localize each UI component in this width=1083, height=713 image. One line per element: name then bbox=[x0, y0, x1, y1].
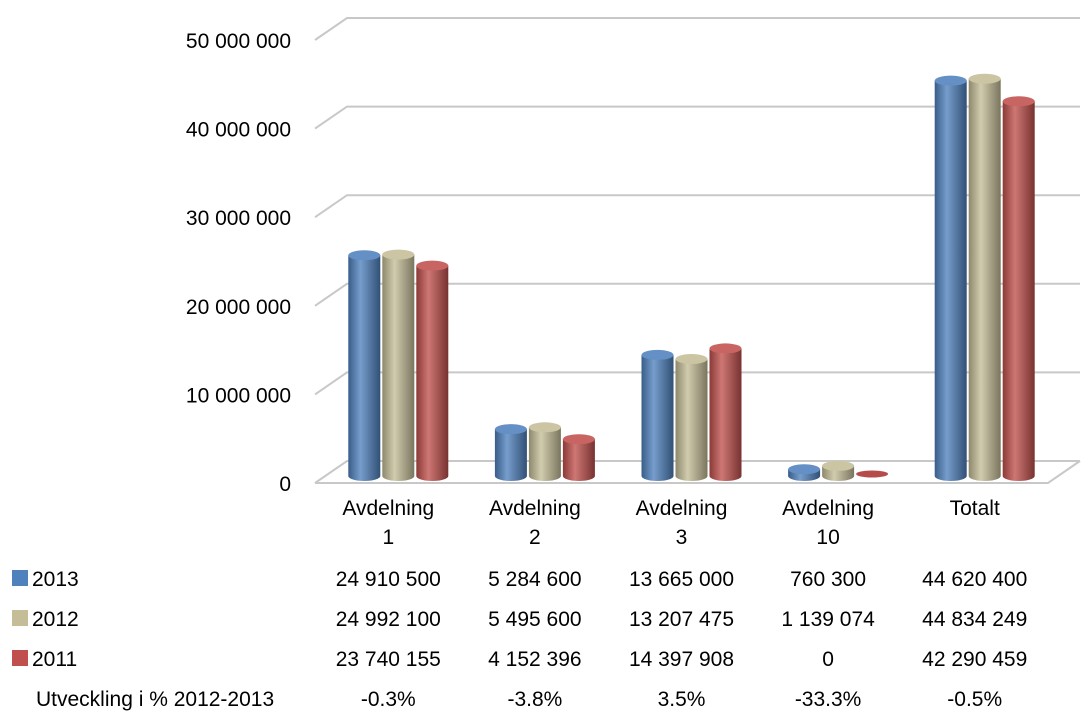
bar bbox=[968, 73, 1001, 482]
bar bbox=[641, 349, 674, 482]
legend-swatch bbox=[12, 650, 28, 666]
bar bbox=[1002, 96, 1035, 481]
change-row-label: Utveckling i % 2012-2013 bbox=[36, 688, 274, 711]
data-table-cell: 42 290 459 bbox=[922, 648, 1027, 671]
bar bbox=[675, 353, 708, 482]
y-tick-label: 10 000 000 bbox=[186, 384, 291, 407]
gridline bbox=[314, 282, 1080, 307]
x-category-label: Avdelning 10 bbox=[782, 497, 874, 549]
x-category-label: Avdelning 3 bbox=[636, 497, 728, 549]
data-table-cell: 44 834 249 bbox=[922, 608, 1027, 631]
y-tick-label: 20 000 000 bbox=[186, 296, 291, 319]
chart-floor bbox=[315, 460, 1081, 484]
x-category-label: Avdelning 1 bbox=[342, 497, 434, 549]
bar bbox=[382, 249, 415, 482]
data-table-cell: 13 665 000 bbox=[629, 568, 734, 591]
bar bbox=[856, 470, 889, 478]
data-table-cell: 14 397 908 bbox=[629, 648, 734, 671]
x-category-label: Totalt bbox=[950, 497, 1000, 520]
change-row-cell: -0.5% bbox=[947, 688, 1002, 711]
data-table-cell: 5 495 600 bbox=[488, 608, 581, 631]
bar bbox=[348, 250, 381, 482]
y-axis-ticks: 0 10 000 000 20 000 000 30 000 000 40 000 00… bbox=[186, 30, 291, 496]
chart-bars bbox=[348, 73, 1035, 482]
data-table-cell: 44 620 400 bbox=[922, 568, 1027, 591]
data-table-cell: 24 910 500 bbox=[336, 568, 441, 591]
bar bbox=[709, 343, 742, 482]
bar bbox=[528, 422, 561, 482]
data-table-cell: 13 207 475 bbox=[629, 608, 734, 631]
x-axis-categories: Avdelning 1 Avdelning 2 Avdelning 3 Avdelning 1… bbox=[342, 497, 1000, 549]
data-table-cell: 760 300 bbox=[790, 568, 866, 591]
gridline bbox=[314, 194, 1080, 219]
legend-label: 2011 bbox=[32, 648, 77, 671]
data-table: 2013 24 910 500 5 284 600 13 665 000 760 300… bbox=[12, 568, 1027, 711]
gridline bbox=[314, 105, 1080, 130]
legend-swatch bbox=[12, 570, 28, 586]
bar bbox=[494, 424, 527, 481]
chart-gridlines bbox=[314, 17, 1081, 484]
legend-label: 2012 bbox=[32, 608, 79, 631]
data-table-cell: 23 740 155 bbox=[336, 648, 441, 671]
change-row-cell: 3.5% bbox=[658, 688, 706, 711]
bar bbox=[416, 260, 449, 482]
change-row-cell: -33.3% bbox=[795, 688, 862, 711]
data-table-cell: 0 bbox=[822, 648, 834, 671]
data-table-cell: 5 284 600 bbox=[488, 568, 581, 591]
bar bbox=[562, 434, 595, 482]
gridline bbox=[314, 371, 1080, 396]
bar bbox=[822, 460, 855, 482]
y-tick-label: 30 000 000 bbox=[186, 207, 291, 230]
y-tick-label: 40 000 000 bbox=[186, 119, 291, 142]
change-row-cell: -3.8% bbox=[507, 688, 562, 711]
legend-swatch bbox=[12, 610, 28, 626]
legend-label: 2013 bbox=[32, 568, 79, 591]
y-tick-label: 50 000 000 bbox=[186, 30, 291, 53]
data-table-cell: 1 139 074 bbox=[781, 608, 875, 631]
bar bbox=[934, 75, 967, 482]
change-row-cell: -0.3% bbox=[361, 688, 416, 711]
data-table-cell: 24 992 100 bbox=[336, 608, 441, 631]
bar bbox=[788, 464, 821, 482]
x-category-label: Avdelning 2 bbox=[489, 497, 581, 549]
y-tick-label: 0 bbox=[279, 473, 291, 496]
gridline bbox=[314, 17, 1080, 41]
data-table-cell: 4 152 396 bbox=[488, 648, 581, 671]
